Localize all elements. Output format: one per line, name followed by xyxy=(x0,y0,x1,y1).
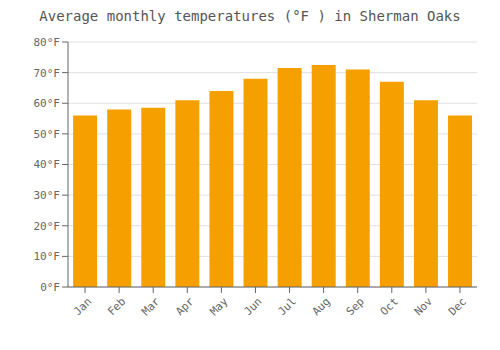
svg-text:30°F: 30°F xyxy=(34,189,61,202)
svg-text:Mar: Mar xyxy=(139,295,163,319)
svg-text:50°F: 50°F xyxy=(34,128,61,141)
html-text:Average monthly temperatures (: Average monthly temperatures (°F ) in Sh… xyxy=(39,8,461,24)
svg-text:Jun: Jun xyxy=(241,295,264,318)
svg-text:0°F: 0°F xyxy=(40,281,60,294)
svg-text:Dec: Dec xyxy=(446,295,469,318)
svg-text:10°F: 10°F xyxy=(34,250,61,263)
svg-text:Apr: Apr xyxy=(173,295,197,319)
svg-text:Oct: Oct xyxy=(378,295,401,318)
svg-text:80°F: 80°F xyxy=(34,36,61,49)
svg-text:20°F: 20°F xyxy=(34,220,61,233)
svg-text:Feb: Feb xyxy=(105,295,128,318)
svg-text:Aug: Aug xyxy=(310,295,333,318)
svg-text:Sep: Sep xyxy=(344,295,367,318)
svg-text:40°F: 40°F xyxy=(34,158,61,171)
svg-text:70°F: 70°F xyxy=(34,67,61,80)
svg-text:Jul: Jul xyxy=(275,295,298,318)
svg-text:Nov: Nov xyxy=(412,295,436,319)
svg-text:60°F: 60°F xyxy=(34,97,61,110)
svg-text:May: May xyxy=(207,295,231,319)
svg-text:Jan: Jan xyxy=(71,295,94,318)
